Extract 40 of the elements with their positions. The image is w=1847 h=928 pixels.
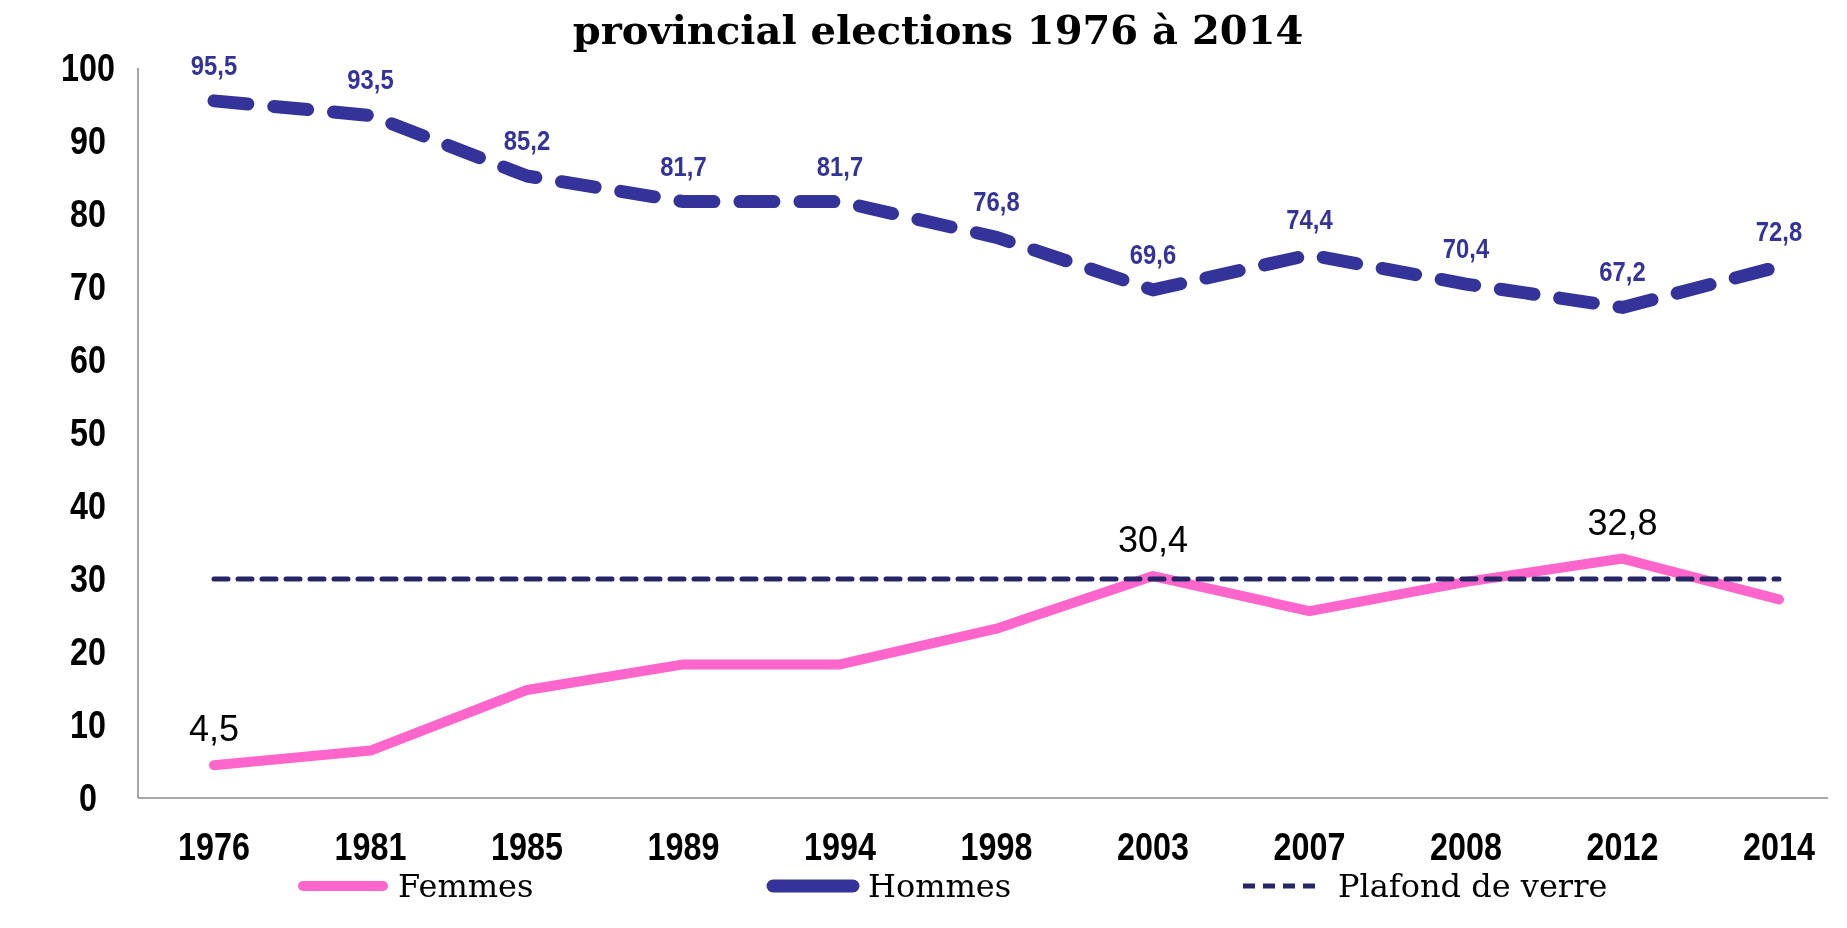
data-label: 32,8: [1587, 501, 1658, 543]
legend-label: Hommes: [868, 867, 1012, 906]
x-tick-label: 2012: [1586, 825, 1659, 868]
data-label: 69,6: [1129, 238, 1177, 271]
data-label: 4,5: [188, 708, 240, 750]
data-label: 85,2: [503, 124, 551, 157]
chart-title: provincial elections 1976 à 2014: [572, 6, 1304, 53]
legend-label: Femmes: [398, 867, 534, 906]
data-label: 30,4: [1117, 519, 1189, 561]
data-label: 81,7: [660, 149, 707, 183]
y-tick-label: 0: [79, 776, 97, 819]
data-label: 67,2: [1599, 255, 1646, 288]
data-label: 76,8: [973, 185, 1020, 218]
y-tick-label: 30: [70, 557, 106, 600]
data-label: 95,5: [190, 48, 238, 82]
x-tick-label: 1981: [334, 825, 407, 868]
y-tick-label: 60: [70, 338, 106, 381]
x-tick-label: 2008: [1430, 825, 1502, 868]
x-tick-label: 1989: [647, 825, 720, 868]
data-label: 72,8: [1755, 214, 1803, 248]
y-tick-label: 50: [70, 411, 106, 454]
data-label: 70,4: [1442, 232, 1490, 265]
y-tick-label: 70: [70, 265, 106, 308]
data-label: 81,7: [816, 149, 864, 183]
y-tick-label: 90: [70, 119, 106, 162]
x-tick-label: 2007: [1273, 825, 1346, 868]
data-label: 93,5: [347, 63, 394, 96]
x-tick-label: 2003: [1117, 825, 1189, 868]
x-tick-label: 1998: [960, 825, 1033, 868]
legend-label: Plafond de verre: [1338, 867, 1608, 906]
x-tick-label: 1994: [804, 825, 877, 868]
y-tick-label: 80: [70, 192, 106, 235]
y-tick-label: 100: [61, 46, 115, 89]
x-tick-label: 1985: [491, 825, 563, 868]
data-label: 74,4: [1286, 203, 1334, 236]
y-tick-label: 20: [70, 630, 106, 673]
y-tick-label: 40: [70, 484, 106, 527]
x-tick-label: 2014: [1743, 825, 1816, 868]
x-tick-label: 1976: [178, 825, 250, 868]
y-tick-label: 10: [70, 703, 106, 746]
